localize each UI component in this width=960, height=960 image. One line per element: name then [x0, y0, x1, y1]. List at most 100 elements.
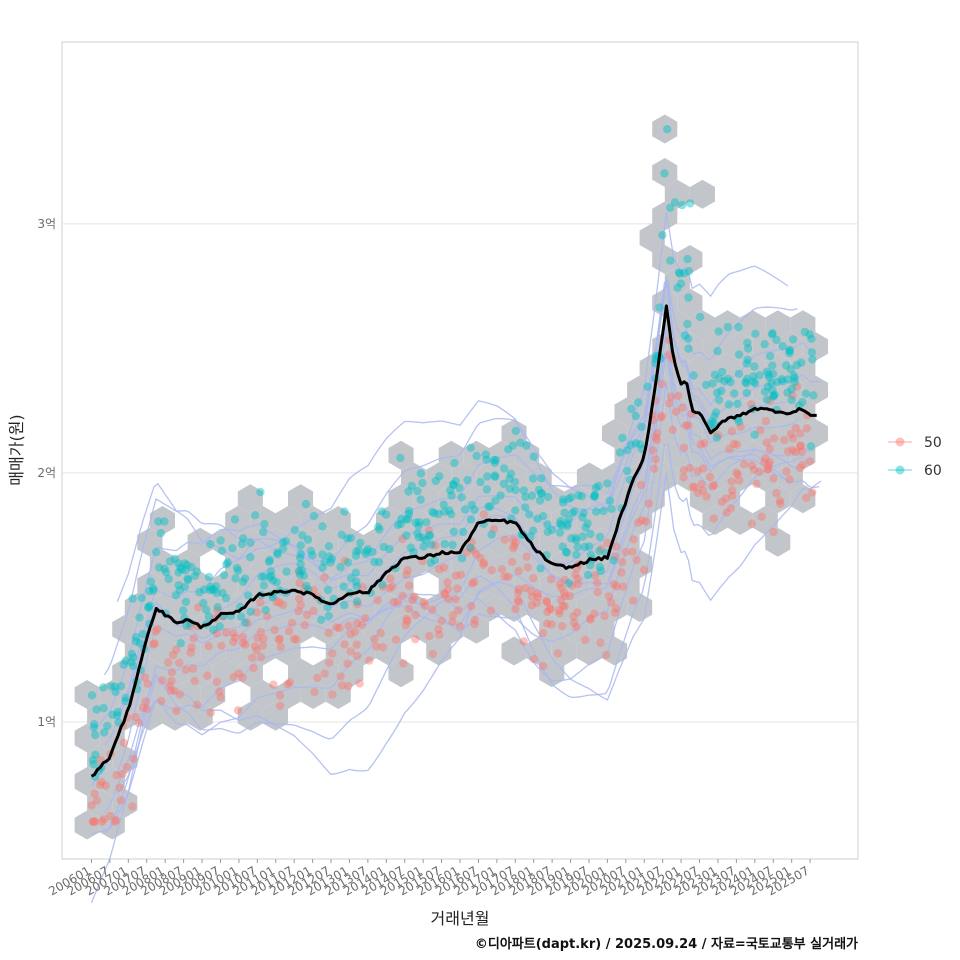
point-series-50 — [439, 563, 449, 572]
point-series-50 — [167, 676, 176, 686]
density-contour — [116, 382, 800, 795]
point-series-60 — [446, 486, 455, 495]
point-series-60 — [343, 534, 352, 543]
point-series-50 — [92, 796, 102, 805]
point-series-50 — [188, 664, 198, 673]
point-series-60 — [351, 551, 361, 560]
point-series-60 — [707, 417, 716, 426]
hexbin-cell — [112, 614, 138, 644]
point-series-60 — [505, 484, 514, 493]
point-series-50 — [187, 643, 196, 652]
hexbin-cell — [539, 484, 565, 514]
point-series-50 — [404, 604, 413, 613]
hexbin-cell — [564, 527, 590, 557]
point-series-50 — [346, 629, 355, 639]
point-series-60 — [666, 256, 675, 265]
point-series-50 — [650, 464, 659, 473]
legend-label: 50 — [924, 435, 942, 451]
point-series-60 — [449, 527, 459, 536]
hexbin-cell — [740, 353, 766, 383]
point-series-60 — [230, 515, 240, 524]
hexbin-cell — [237, 658, 263, 688]
point-series-60 — [715, 374, 724, 383]
point-series-60 — [769, 391, 778, 400]
hexbin-cell — [514, 571, 540, 601]
hexbin-cell — [576, 506, 602, 535]
hexbin-cell — [526, 593, 552, 622]
point-series-60 — [428, 507, 437, 516]
hexbin-cell — [790, 310, 816, 340]
point-series-60 — [577, 492, 586, 501]
point-series-50 — [586, 614, 595, 623]
hexbin-cell — [489, 571, 515, 601]
point-series-50 — [370, 634, 379, 644]
hexbin-cell — [489, 527, 515, 557]
point-series-50 — [611, 604, 621, 613]
point-series-50 — [276, 642, 285, 652]
hexbin-cell — [388, 571, 414, 601]
hexbin-cell — [250, 636, 276, 666]
point-series-50 — [714, 431, 723, 440]
point-series-50 — [233, 706, 243, 715]
point-series-50 — [747, 400, 756, 409]
hexbin-cell — [689, 440, 715, 470]
point-series-50 — [527, 592, 537, 601]
point-series-60 — [273, 548, 282, 557]
point-series-60 — [683, 254, 692, 264]
hexbin-cell — [602, 636, 628, 666]
point-series-60 — [174, 568, 183, 577]
point-series-60 — [113, 707, 123, 717]
point-series-50 — [796, 442, 805, 451]
hexbin-cell — [124, 636, 150, 666]
point-series-60 — [299, 571, 309, 580]
hexbin-cell — [727, 332, 753, 361]
hexbin-cell — [375, 506, 401, 535]
point-series-50 — [607, 598, 616, 607]
point-series-50 — [529, 655, 538, 664]
point-series-60 — [351, 568, 360, 577]
hexbin-cell — [87, 701, 113, 731]
point-series-50 — [313, 673, 322, 683]
point-series-50 — [448, 617, 457, 626]
point-series-60 — [623, 466, 632, 476]
point-series-60 — [346, 574, 356, 583]
point-series-60 — [422, 518, 431, 527]
point-series-50 — [328, 649, 337, 658]
point-series-60 — [378, 580, 387, 589]
point-series-50 — [722, 508, 731, 517]
point-series-50 — [444, 594, 453, 604]
point-series-60 — [511, 485, 520, 495]
point-series-60 — [734, 369, 744, 378]
point-series-60 — [221, 593, 231, 603]
point-series-50 — [428, 605, 437, 614]
hexbin-cell — [288, 614, 314, 644]
point-series-50 — [350, 627, 360, 637]
point-series-60 — [406, 543, 416, 552]
point-series-50 — [106, 811, 115, 821]
hexbin-cell — [589, 614, 615, 644]
point-series-60 — [689, 371, 698, 380]
hexbin-cell — [765, 484, 791, 514]
point-series-50 — [590, 571, 600, 580]
point-series-60 — [256, 487, 265, 497]
point-series-60 — [419, 542, 428, 551]
point-series-60 — [808, 355, 817, 364]
hexbin-cell — [476, 549, 502, 579]
point-series-50 — [652, 429, 662, 438]
hexbin-cell — [225, 506, 251, 535]
point-series-50 — [388, 582, 397, 591]
point-series-60 — [655, 303, 664, 312]
density-contour — [116, 276, 822, 716]
point-series-60 — [486, 502, 495, 511]
point-series-50 — [192, 700, 202, 709]
point-series-50 — [398, 534, 407, 544]
point-series-60 — [787, 384, 796, 394]
hexbin-cell — [689, 484, 715, 514]
hexbin-cell — [576, 636, 602, 666]
point-series-50 — [500, 572, 509, 581]
point-series-50 — [249, 663, 258, 673]
point-series-60 — [506, 469, 516, 478]
point-series-60 — [491, 455, 501, 465]
point-series-60 — [521, 503, 530, 512]
point-series-60 — [430, 556, 439, 565]
